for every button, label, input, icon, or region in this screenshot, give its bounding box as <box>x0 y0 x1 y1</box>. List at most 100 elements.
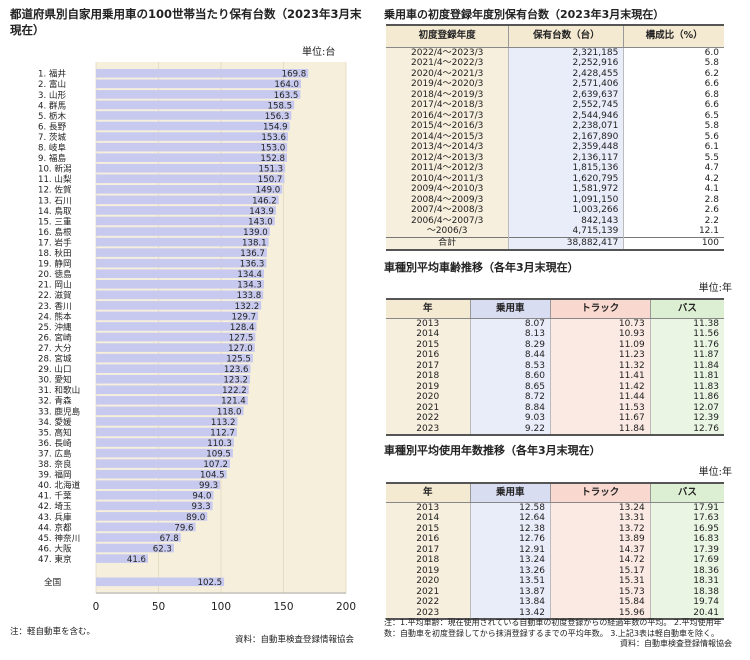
bar <box>96 480 221 490</box>
data-label: 152.8 <box>260 154 285 164</box>
table-row: 2008/4～2009/3 1,091,150 2.8 <box>386 194 724 205</box>
table-cell: 2018 <box>386 555 471 566</box>
table-cell: 6.2 <box>623 68 724 79</box>
table-cell: 8.29 <box>470 339 551 350</box>
table-cell: 18.36 <box>650 565 724 576</box>
bar <box>96 174 285 184</box>
bar <box>96 385 249 395</box>
table-cell: 2022 <box>386 597 471 608</box>
table-cell: 2,252,916 <box>508 58 625 69</box>
table-cell: 17.91 <box>650 502 724 513</box>
table-cell: 13.26 <box>470 565 551 576</box>
table-row: 2017/4～2018/3 2,552,745 6.6 <box>386 100 724 111</box>
table-cell: 842,143 <box>508 215 625 226</box>
data-label: 169.8 <box>282 70 307 80</box>
category-label: 19. 静岡 <box>38 258 72 270</box>
table-cell: 2015 <box>386 339 471 350</box>
bar <box>96 163 286 173</box>
data-label: 154.9 <box>263 122 288 132</box>
table-cell: 2006/4～2007/3 <box>386 215 510 226</box>
table-row: 2022 13.84 15.84 19.74 <box>386 597 724 608</box>
table-cell: 17.69 <box>650 555 724 566</box>
category-label: 39. 福岡 <box>38 470 72 481</box>
table-cell: 15.17 <box>550 565 651 576</box>
column-header: 乗用車 <box>470 299 551 319</box>
bar <box>96 554 148 563</box>
category-label: 32. 青森 <box>38 395 72 407</box>
bar <box>96 100 295 110</box>
table-cell: 2023 <box>386 423 471 435</box>
table-row: 2019/4～2020/3 2,571,406 6.6 <box>386 79 724 90</box>
table-row: 2022/4～2023/3 2,321,185 6.0 <box>386 47 724 58</box>
data-label: 139.0 <box>243 228 268 238</box>
category-label: 2. 富山 <box>38 78 66 90</box>
table-cell: 2015/4～2016/3 <box>386 121 510 132</box>
data-label: 153.6 <box>261 133 286 143</box>
table-header-row: 初度登録年度 保有台数（台） 構成比（%） <box>386 25 724 48</box>
category-label: 30. 愛知 <box>38 374 72 386</box>
bar <box>96 512 208 521</box>
table-cell: 8.84 <box>470 402 551 413</box>
bar <box>96 269 264 279</box>
table-row: 2014 12.64 13.31 17.63 <box>386 513 724 524</box>
bar <box>96 216 275 226</box>
table-cell: 17.63 <box>650 513 724 524</box>
category-label: 15. 三重 <box>38 215 72 227</box>
category-label: 22. 滋賀 <box>38 289 72 301</box>
table-row: 2016 8.44 11.23 11.87 <box>386 350 724 361</box>
table-cell: 13.51 <box>470 576 551 587</box>
table-cell: 2020 <box>386 576 471 587</box>
table-cell: 2018 <box>386 371 471 382</box>
bar <box>96 237 269 247</box>
table-cell: 2,136,117 <box>508 152 625 163</box>
table-row: 2018 8.60 11.41 11.81 <box>386 371 724 382</box>
table-cell: 2016/4～2017/3 <box>386 110 510 121</box>
table-cell: 6.0 <box>623 47 724 58</box>
category-label: 29. 山口 <box>38 364 72 375</box>
bar <box>96 522 196 532</box>
table-cell: 1,003,266 <box>508 205 625 216</box>
table-cell: 2013/4～2014/3 <box>386 142 510 153</box>
table-cell: 11.09 <box>550 339 651 350</box>
category-label: 10. 新潟 <box>38 163 72 175</box>
category-label: 34. 愛媛 <box>38 416 72 428</box>
table-cell: 2008/4～2009/3 <box>386 194 510 205</box>
table-cell: 2,544,946 <box>508 110 625 121</box>
table-row: 2022 9.03 11.67 12.39 <box>386 413 724 424</box>
bar <box>96 290 264 300</box>
table-cell: 2021 <box>386 402 471 413</box>
category-label: 18. 秋田 <box>38 247 72 259</box>
bar <box>96 185 283 194</box>
chart-note: 注：軽自動車を含む。 <box>10 627 96 637</box>
tables-source: 資料：自動車検査登録情報協会 <box>620 639 732 648</box>
table-cell: 12.58 <box>470 502 551 513</box>
table-cell: 2013 <box>386 502 471 513</box>
data-label: 153.0 <box>261 144 286 154</box>
data-label: 136.3 <box>240 260 265 270</box>
table-cell: 1,815,136 <box>508 163 625 174</box>
prefecture-bar-chart: 1. 福井 169.8 2. 富山 164.0 3. 山形 163.5 4. 群馬 158.5… <box>38 62 356 613</box>
column-header: 乗用車 <box>470 483 551 503</box>
table-row: 2013 8.07 10.73 11.38 <box>386 318 724 329</box>
table-cell: 2016 <box>386 350 471 361</box>
bar <box>96 132 288 141</box>
table-cell: 5.5 <box>623 152 724 163</box>
bar <box>96 343 255 352</box>
table-row: 2021 13.87 15.73 18.38 <box>386 586 724 597</box>
column-header: バス <box>650 299 724 319</box>
bar <box>96 68 309 78</box>
table-cell: 11.38 <box>650 318 724 329</box>
table-cell: 2015 <box>386 523 471 534</box>
table-cell: 12.38 <box>470 523 551 534</box>
table1-title: 乗用車の初度登録年度別保有台数（2023年3月末現在） <box>384 8 665 21</box>
table-row: 2023 9.22 11.84 12.76 <box>386 423 724 435</box>
table-cell: 12.76 <box>470 534 551 545</box>
category-label: 5. 栃木 <box>38 110 67 122</box>
bar <box>96 406 244 416</box>
table-cell: 6.8 <box>623 89 724 100</box>
table-cell: 20.41 <box>650 607 724 619</box>
category-label: 43. 兵庫 <box>38 511 72 523</box>
table-cell: 2.2 <box>623 215 724 226</box>
table-row: 2020 13.51 15.31 18.31 <box>386 576 724 587</box>
data-label: 127.5 <box>229 333 254 343</box>
